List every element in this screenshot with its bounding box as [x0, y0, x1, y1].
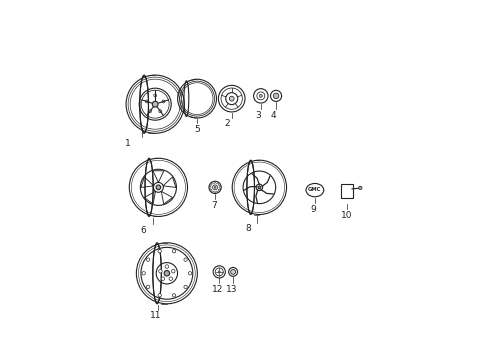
- Text: 13: 13: [226, 285, 238, 294]
- Circle shape: [158, 249, 161, 253]
- Circle shape: [188, 271, 192, 275]
- Text: 4: 4: [271, 111, 277, 120]
- Circle shape: [219, 186, 221, 188]
- Circle shape: [156, 185, 161, 190]
- Circle shape: [165, 265, 169, 268]
- Circle shape: [172, 249, 176, 253]
- Circle shape: [164, 270, 170, 276]
- Circle shape: [273, 93, 279, 99]
- Circle shape: [213, 182, 215, 184]
- Circle shape: [142, 271, 146, 275]
- Circle shape: [218, 184, 220, 185]
- Circle shape: [184, 285, 187, 289]
- Text: 7: 7: [211, 201, 217, 210]
- Circle shape: [159, 110, 162, 113]
- Circle shape: [147, 258, 150, 261]
- Text: 10: 10: [341, 211, 352, 220]
- Circle shape: [152, 101, 158, 107]
- Circle shape: [161, 277, 165, 280]
- Circle shape: [359, 186, 362, 189]
- Text: 3: 3: [255, 111, 261, 120]
- Circle shape: [209, 186, 211, 188]
- Circle shape: [210, 184, 212, 185]
- Text: 2: 2: [225, 120, 230, 129]
- Circle shape: [213, 191, 215, 193]
- Text: 5: 5: [194, 125, 200, 134]
- Text: 11: 11: [150, 311, 161, 320]
- Circle shape: [231, 269, 236, 274]
- Ellipse shape: [306, 184, 324, 197]
- Circle shape: [210, 189, 212, 191]
- Circle shape: [162, 100, 165, 103]
- Circle shape: [218, 189, 220, 191]
- Circle shape: [169, 277, 172, 280]
- Circle shape: [154, 94, 157, 97]
- Circle shape: [229, 96, 234, 101]
- Text: 6: 6: [140, 226, 146, 235]
- Circle shape: [216, 182, 218, 184]
- Text: 8: 8: [245, 224, 251, 233]
- Circle shape: [258, 186, 261, 189]
- Circle shape: [159, 269, 162, 273]
- Circle shape: [172, 269, 175, 273]
- Circle shape: [147, 285, 150, 289]
- Circle shape: [219, 271, 220, 273]
- Circle shape: [158, 294, 161, 297]
- Circle shape: [214, 186, 216, 188]
- Text: 12: 12: [212, 285, 223, 294]
- Circle shape: [172, 294, 176, 297]
- Circle shape: [148, 110, 151, 113]
- Circle shape: [259, 94, 262, 97]
- Text: 9: 9: [311, 205, 317, 214]
- Circle shape: [216, 191, 218, 193]
- Circle shape: [146, 100, 148, 103]
- Text: 1: 1: [125, 139, 131, 148]
- Circle shape: [184, 258, 187, 261]
- Text: GMC: GMC: [308, 187, 321, 192]
